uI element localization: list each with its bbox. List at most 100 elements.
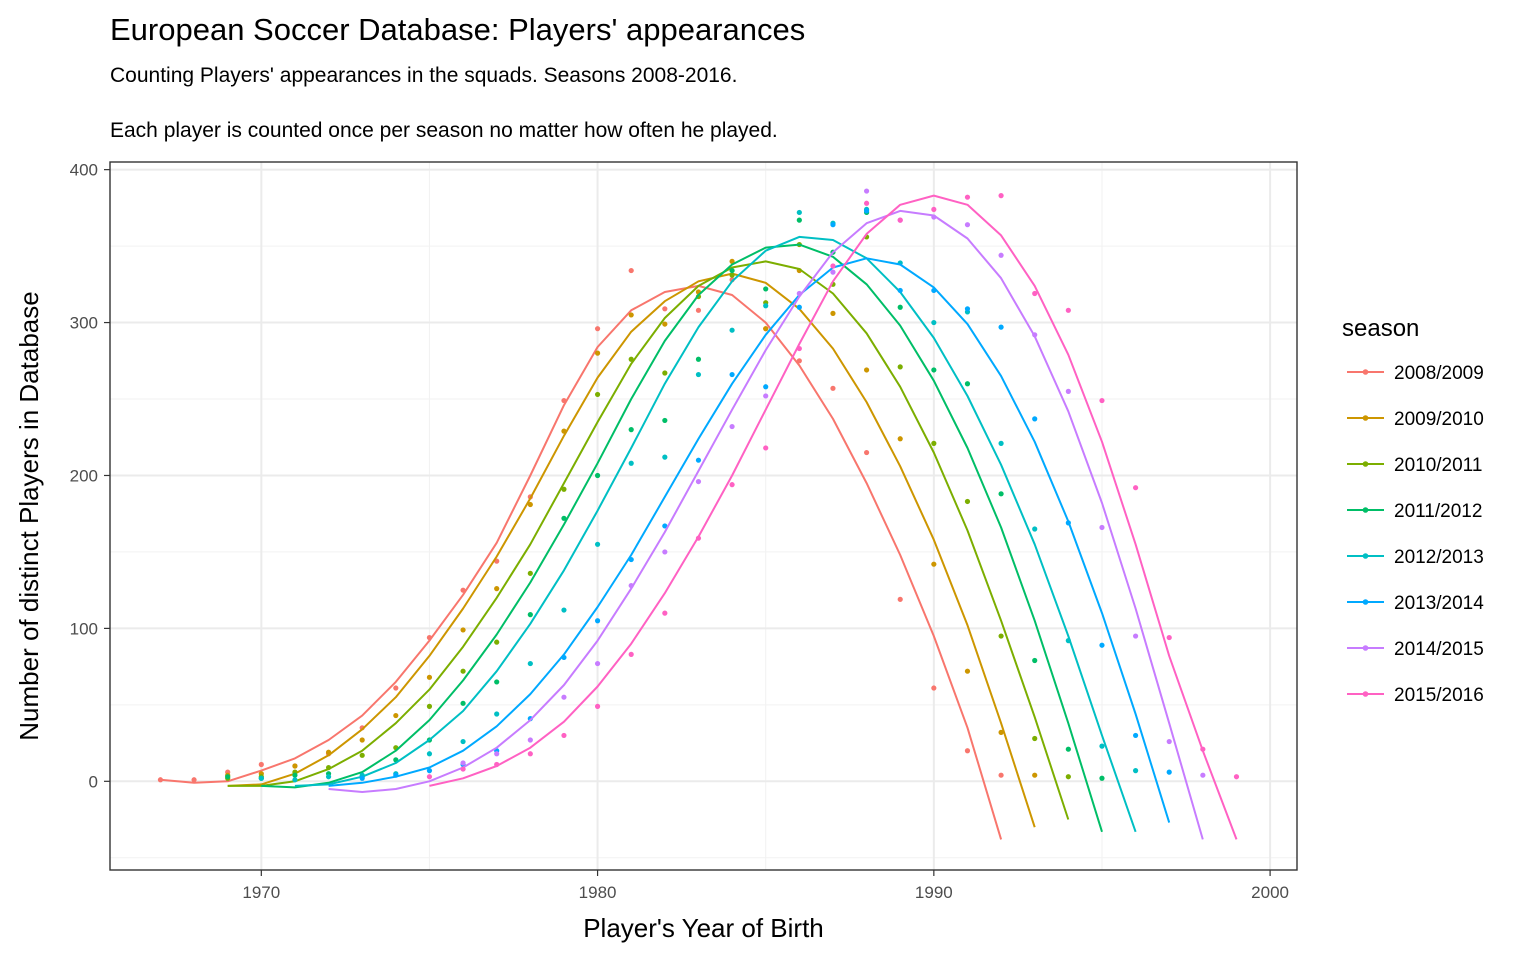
- data-point: [460, 587, 466, 593]
- legend-key-point: [1362, 369, 1369, 375]
- data-point: [527, 570, 533, 576]
- data-point: [662, 417, 668, 424]
- legend-key-point: [1362, 461, 1369, 467]
- data-point: [494, 751, 500, 757]
- x-tick-label: 1990: [915, 883, 953, 902]
- data-point: [494, 761, 500, 768]
- data-point: [796, 358, 802, 364]
- data-point: [662, 454, 668, 460]
- legend-item: 2015/2016: [1347, 685, 1484, 706]
- legend-label: 2014/2015: [1394, 639, 1484, 660]
- data-point: [964, 194, 971, 200]
- data-point: [998, 633, 1004, 639]
- data-point: [1099, 743, 1105, 749]
- data-point: [998, 193, 1004, 199]
- data-point: [863, 449, 870, 456]
- smooth-line: [429, 194, 1238, 840]
- y-axis-title: Number of distinct Players in Database: [14, 291, 44, 740]
- series-2008-2009: [157, 267, 1004, 840]
- legend-label: 2013/2014: [1394, 593, 1484, 614]
- y-tick-label: 0: [89, 772, 98, 791]
- smooth-line: [328, 209, 1204, 840]
- data-point: [628, 460, 634, 466]
- data-point: [359, 737, 365, 743]
- legend-key-point: [1362, 553, 1369, 559]
- data-point: [662, 321, 668, 327]
- data-point: [426, 703, 433, 709]
- data-point: [729, 482, 735, 488]
- legend-item: 2008/2009: [1347, 363, 1484, 384]
- data-point: [796, 304, 802, 310]
- data-point: [863, 200, 870, 206]
- smooth-line: [328, 257, 1171, 823]
- data-point: [1032, 290, 1038, 297]
- data-point: [998, 729, 1004, 735]
- data-point: [1200, 772, 1206, 778]
- chart-title: European Soccer Database: Players' appea…: [110, 12, 806, 47]
- data-point: [1132, 768, 1139, 774]
- data-point: [325, 749, 332, 755]
- data-point: [1132, 485, 1139, 491]
- data-point: [729, 272, 735, 278]
- data-point: [695, 478, 702, 485]
- data-point: [594, 350, 601, 356]
- data-point: [863, 208, 870, 214]
- data-point: [931, 319, 937, 326]
- data-point: [494, 586, 500, 592]
- data-point: [561, 732, 567, 739]
- data-point: [729, 327, 735, 333]
- data-point: [1032, 735, 1038, 742]
- data-point: [695, 535, 702, 541]
- series-layer: [157, 188, 1240, 840]
- data-point: [830, 222, 836, 228]
- data-point: [460, 766, 466, 772]
- data-point: [359, 752, 365, 758]
- data-point: [897, 436, 903, 442]
- data-point: [393, 772, 399, 778]
- data-point: [594, 660, 601, 667]
- series-2011-2012: [225, 209, 1105, 833]
- data-point: [897, 217, 903, 223]
- data-point: [527, 612, 533, 618]
- legend-item: 2010/2011: [1347, 455, 1482, 476]
- data-point: [964, 748, 971, 754]
- data-point: [998, 252, 1004, 258]
- data-point: [763, 445, 769, 451]
- data-point: [763, 286, 769, 292]
- data-point: [1032, 416, 1038, 422]
- data-point: [258, 775, 264, 781]
- data-point: [325, 764, 332, 771]
- smooth-line: [227, 260, 1070, 820]
- legend: season 2008/2009 2009/2010 2010/2011 2011/2…: [1342, 315, 1484, 706]
- smooth-line: [261, 243, 1103, 833]
- data-point: [561, 486, 567, 492]
- legend-key-point: [1362, 599, 1369, 605]
- legend-key-point: [1362, 415, 1369, 421]
- data-point: [292, 777, 298, 783]
- data-point: [1065, 307, 1071, 313]
- data-point: [1132, 732, 1139, 739]
- x-tick-label: 2000: [1251, 883, 1289, 902]
- data-point: [225, 774, 231, 780]
- data-point: [662, 370, 668, 376]
- data-point: [695, 307, 702, 313]
- legend-label: 2012/2013: [1394, 547, 1484, 568]
- legend-key-point: [1362, 645, 1369, 651]
- data-point: [964, 668, 971, 674]
- data-point: [729, 371, 735, 378]
- data-point: [931, 287, 937, 294]
- data-point: [460, 668, 466, 674]
- data-point: [897, 364, 903, 370]
- data-point: [1233, 774, 1240, 780]
- data-point: [1032, 657, 1038, 664]
- data-point: [796, 209, 802, 216]
- y-tick-label: 400: [70, 161, 98, 180]
- data-point: [931, 685, 937, 691]
- smooth-line: [294, 235, 1137, 833]
- data-point: [561, 428, 567, 434]
- data-point: [1065, 520, 1071, 526]
- data-point: [191, 777, 197, 783]
- legend-item: 2009/2010: [1347, 409, 1484, 430]
- data-point: [527, 737, 533, 743]
